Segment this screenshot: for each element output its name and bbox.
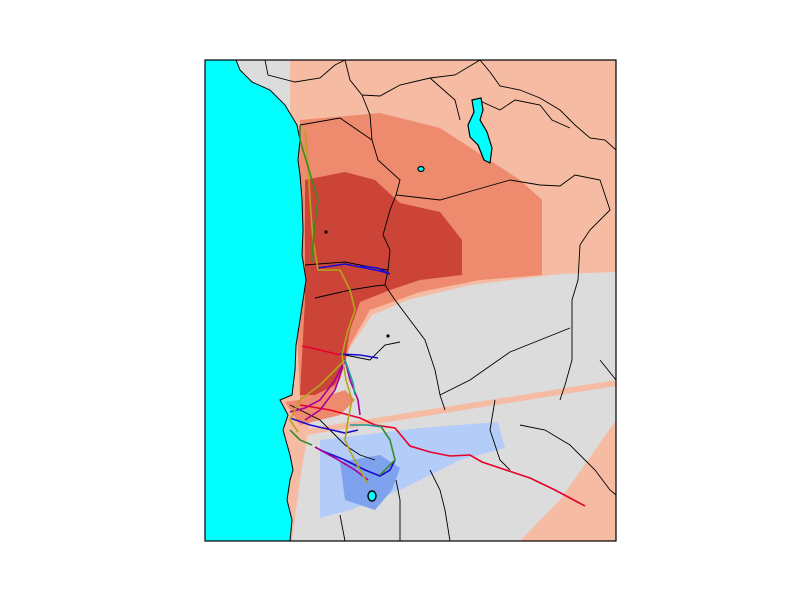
field-level-low-positive-southeast	[520, 420, 616, 541]
lake-small	[417, 165, 425, 173]
marker-dot	[386, 334, 390, 338]
trajectory-red[interactable]	[299, 345, 586, 507]
trajectory-green[interactable]	[289, 125, 396, 476]
ocean	[205, 60, 307, 541]
trajectory-teal[interactable]	[344, 359, 383, 428]
map-border	[204, 59, 617, 542]
field-level-low-positive-band	[300, 380, 616, 436]
trajectories[interactable]	[289, 125, 586, 507]
marker-dot	[324, 230, 328, 234]
lake-south	[367, 490, 377, 502]
trajectory-blue[interactable]	[289, 263, 396, 477]
field-level-mid-negative	[340, 455, 400, 510]
field-level-high-positive	[300, 172, 462, 395]
trajectory-purple[interactable]	[289, 357, 369, 481]
field-level-mid-positive-south	[285, 390, 355, 425]
trajectory-olive[interactable]	[289, 129, 369, 485]
lake-north	[467, 97, 493, 164]
